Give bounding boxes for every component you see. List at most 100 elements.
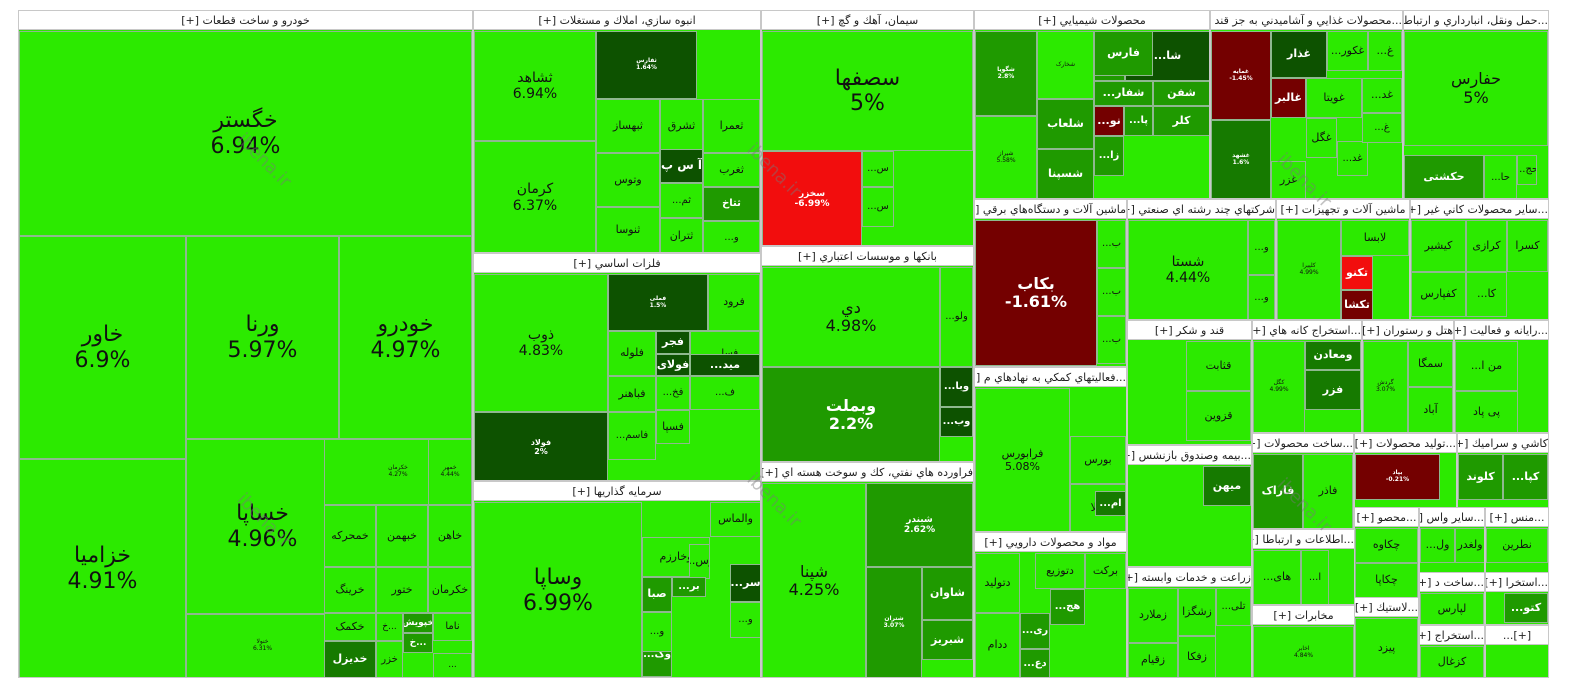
treemap-tile[interactable]: فزر bbox=[1305, 370, 1361, 410]
treemap-tile[interactable]: ...س bbox=[862, 151, 894, 187]
treemap-tile[interactable]: خکرمان bbox=[428, 567, 472, 613]
sector-0[interactable]: خودرو و ساخت قطعات [+] خگستر 6.94% خاور 6.9%… bbox=[18, 10, 473, 678]
sector-6[interactable]: فراورده هاي نفتي، كك و سوخت هسته اي [+] ش… bbox=[761, 462, 974, 678]
sector-9[interactable]: ...حمل ونقل، انبارداري و ارتباط [+]حفارس… bbox=[1403, 10, 1549, 199]
sector-header[interactable]: ...لاستيك [+] bbox=[1355, 598, 1418, 617]
treemap-tile[interactable]: ...س bbox=[862, 187, 894, 227]
treemap-tile[interactable]: ...ب bbox=[1097, 316, 1126, 364]
treemap-tile[interactable]: ...و bbox=[1248, 275, 1275, 319]
sector-header[interactable]: [+]... bbox=[1486, 626, 1548, 645]
sector-header[interactable]: كاشي و سراميك [+] bbox=[1458, 434, 1548, 453]
treemap-tile[interactable]: ...شفار bbox=[1094, 81, 1153, 106]
sector-25[interactable]: زراعت و خدمات وابسته [+] زملارد زشگزا ...تل… bbox=[1127, 567, 1252, 678]
treemap-tile[interactable]: ومعادن bbox=[1305, 341, 1361, 370]
treemap-tile[interactable]: ...ثم bbox=[660, 183, 703, 218]
sector-header[interactable]: بانكها و موسسات اعتباري [+] bbox=[762, 247, 973, 266]
treemap-tile[interactable]: حکشتی bbox=[1404, 155, 1484, 198]
treemap-tile[interactable]: کسرا bbox=[1507, 220, 1548, 272]
sector-header[interactable]: ...ساير محصولات كاني غير [+] bbox=[1411, 200, 1548, 219]
treemap-tile[interactable]: شخارک bbox=[1037, 31, 1094, 99]
treemap-tile[interactable]: ...نو bbox=[1094, 106, 1124, 136]
treemap-tile[interactable]: فارس bbox=[1094, 31, 1153, 76]
treemap-tile[interactable]: کرازی bbox=[1466, 220, 1507, 272]
treemap-tile[interactable]: ...تلی bbox=[1216, 588, 1251, 626]
sector-15[interactable]: قند و شکر [+] قثابت قزوین bbox=[1127, 320, 1252, 445]
treemap-tile[interactable]: ...و bbox=[730, 602, 760, 638]
treemap-tile[interactable]: غگل bbox=[1306, 118, 1337, 158]
sector-header[interactable]: ...بيمه وصندوق بازنشس [+] bbox=[1128, 446, 1251, 465]
treemap-tile[interactable]: شیراز 5.58% bbox=[975, 116, 1037, 198]
treemap-tile[interactable]: خزر bbox=[376, 641, 403, 677]
treemap-tile[interactable]: کفپارس bbox=[1411, 272, 1466, 317]
sector-29[interactable]: ...ساخت د [+] لپارس bbox=[1419, 572, 1485, 625]
sector-header[interactable]: ...منس [+] bbox=[1486, 508, 1548, 527]
treemap-tile[interactable]: برکت bbox=[1085, 553, 1126, 589]
sector-header[interactable]: ...محصو [+] bbox=[1355, 508, 1418, 527]
treemap-tile[interactable]: نطرین bbox=[1486, 528, 1548, 563]
treemap-tile[interactable]: ثتران bbox=[660, 218, 703, 252]
treemap-tile[interactable]: ثنوسا bbox=[596, 207, 660, 252]
treemap-tile[interactable]: اخابر 4.84% bbox=[1253, 626, 1354, 677]
treemap-tile[interactable]: خمهر 4.44% bbox=[428, 439, 472, 505]
treemap-tile[interactable]: ثغرب bbox=[703, 153, 760, 187]
treemap-tile[interactable]: سصفها 5% bbox=[762, 31, 973, 151]
sector-34[interactable]: [+]... bbox=[1485, 625, 1549, 678]
treemap-tile[interactable]: ...پا bbox=[1124, 106, 1153, 136]
sector-24[interactable]: ...اطلاعات و ارتباطا [+] ...های ...ا bbox=[1252, 529, 1355, 605]
treemap-tile[interactable]: ...ا bbox=[1301, 550, 1329, 604]
sector-header[interactable]: شركتهاي چند رشته اي صنعتي [+] bbox=[1128, 200, 1275, 219]
treemap-tile[interactable]: غذار bbox=[1271, 31, 1327, 78]
treemap-tile[interactable]: ثبهساز bbox=[596, 99, 660, 153]
treemap-tile[interactable]: ...ف bbox=[690, 376, 760, 410]
treemap-tile[interactable]: سمگا bbox=[1408, 341, 1453, 387]
sector-header[interactable]: ...حمل ونقل، انبارداري و ارتباط [+] bbox=[1404, 11, 1548, 30]
treemap-tile[interactable]: لپارس bbox=[1420, 593, 1484, 624]
treemap-tile[interactable]: ثشرق bbox=[660, 99, 703, 153]
treemap-tile[interactable]: شبریز bbox=[922, 620, 973, 660]
treemap-tile[interactable]: ...دع bbox=[1020, 649, 1050, 677]
sector-header[interactable]: ...استخراج كانه هاي [+] bbox=[1253, 321, 1361, 340]
treemap-tile[interactable]: شفن bbox=[1153, 81, 1209, 106]
treemap-tile[interactable]: ...فخ bbox=[656, 376, 690, 410]
treemap-tile[interactable]: زشگزا bbox=[1178, 588, 1216, 636]
treemap-tile[interactable]: خ... bbox=[376, 613, 403, 641]
sector-header[interactable]: فراورده هاي نفتي، كك و سوخت هسته اي [+] bbox=[762, 463, 973, 482]
sector-header[interactable]: زراعت و خدمات وابسته [+] bbox=[1128, 568, 1251, 587]
treemap-tile[interactable]: بکاب -1.61% bbox=[975, 220, 1097, 366]
treemap-tile[interactable]: وتوس bbox=[596, 153, 660, 207]
treemap-tile[interactable]: ...کتو bbox=[1504, 593, 1548, 623]
treemap-tile[interactable]: آ س پ bbox=[660, 149, 703, 183]
sector-13[interactable]: ...ساير محصولات كاني غير [+] کسرا کرازی کیش… bbox=[1410, 199, 1549, 320]
treemap-tile[interactable]: فباهنر bbox=[608, 376, 656, 412]
treemap-tile[interactable]: دتوزیع bbox=[1035, 553, 1085, 589]
treemap-tile[interactable]: غزر bbox=[1271, 161, 1306, 198]
sector-header[interactable]: ...توليد محصولات [+] bbox=[1355, 434, 1456, 453]
treemap-tile[interactable]: زفکا bbox=[1178, 636, 1216, 677]
sector-header[interactable]: انبوه سازي، املاك و مستغلات [+] bbox=[474, 11, 760, 30]
sector-4[interactable]: سيمان، آهك و گچ [+] سصفها 5% سخزر -6.99% ...س… bbox=[761, 10, 974, 246]
sector-header[interactable]: ماشين آلات و دستگاه‌هاي برقي [+] bbox=[975, 200, 1126, 219]
treemap-tile[interactable]: ...بر bbox=[672, 577, 706, 597]
treemap-tile[interactable]: شگویا 2.8% bbox=[975, 31, 1037, 116]
treemap-tile[interactable]: ولغدر bbox=[1455, 528, 1484, 563]
treemap-tile[interactable]: غویتا bbox=[1306, 78, 1362, 118]
sector-header[interactable]: هتل و رستوران [+] bbox=[1363, 321, 1453, 340]
treemap-tile[interactable]: خپویش bbox=[403, 613, 433, 633]
treemap-tile[interactable]: دي 4.98% bbox=[762, 267, 940, 367]
sector-2[interactable]: فلزات اساسي [+] ذوب 4.83% فولاد 2% فملی 1.5% فر… bbox=[473, 253, 761, 481]
treemap-tile[interactable]: کرمان 6.37% bbox=[474, 141, 596, 252]
treemap-tile[interactable]: آباد bbox=[1408, 387, 1453, 432]
sector-header[interactable]: ...ساخت محصولات [+] bbox=[1253, 434, 1353, 453]
sector-header[interactable]: سيمان، آهك و گچ [+] bbox=[762, 11, 973, 30]
sector-header[interactable]: ماشين آلات و تجهيزات [+] bbox=[1277, 200, 1409, 219]
treemap-tile[interactable]: کگل 4.99% bbox=[1253, 341, 1305, 432]
treemap-tile[interactable]: ...ولو bbox=[940, 267, 973, 367]
treemap-tile[interactable]: ...های bbox=[1253, 550, 1301, 604]
sector-header[interactable]: خودرو و ساخت قطعات [+] bbox=[19, 11, 472, 30]
treemap-tile[interactable]: کیشیر bbox=[1411, 220, 1466, 272]
treemap-tile[interactable]: ...کپا bbox=[1503, 454, 1548, 500]
treemap-tile[interactable]: خنولا 6.31% bbox=[186, 614, 339, 677]
treemap-tile[interactable]: ختور bbox=[376, 567, 428, 613]
treemap-tile[interactable]: فاراک bbox=[1253, 454, 1303, 528]
sector-19[interactable]: ...بيمه وصندوق بازنشس [+] میهن bbox=[1127, 445, 1252, 567]
